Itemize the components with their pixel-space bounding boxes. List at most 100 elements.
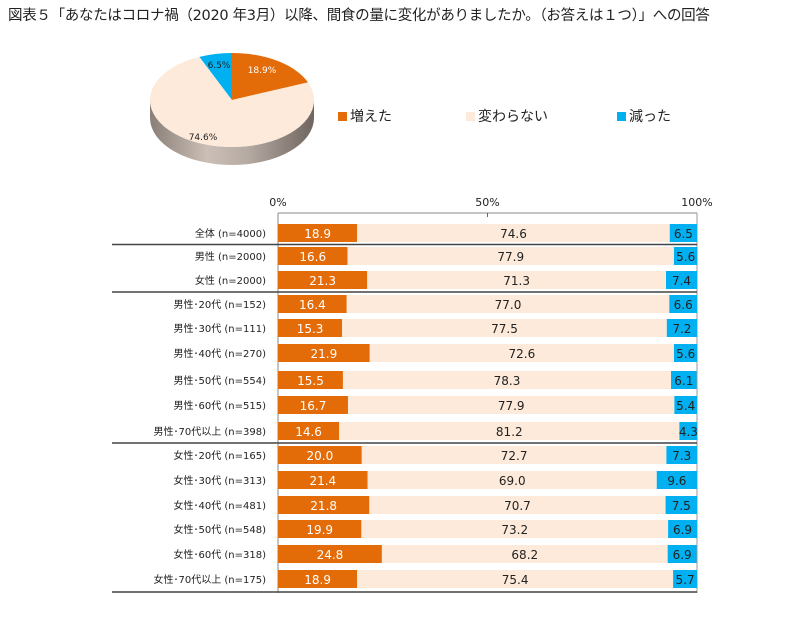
bar-value-label: 9.6 [667,474,686,488]
category-label: 全体 (n=4000) [195,227,266,240]
category-label: 女性･30代 (n=313) [173,474,266,487]
category-label: 女性･40代 (n=481) [173,499,266,512]
bar-value-label: 6.9 [673,523,692,537]
bar-segment [346,295,670,313]
bar-segment [673,344,698,362]
bar-segment [665,496,697,514]
legend-label-decreased: 減った [629,109,671,125]
bar-segment [347,396,675,414]
category-label: 男性･70代以上 (n=398) [153,425,266,438]
bar-segment [278,271,368,289]
bar-segment [278,496,370,514]
pie-side [150,100,314,165]
x-tick-label: 50% [475,196,499,209]
bar-value-label: 5.6 [676,250,695,264]
bar-value-label: 77.9 [498,399,525,413]
bar-value-label: 16.7 [300,399,327,413]
bar-value-label: 68.2 [511,548,538,562]
bar-value-label: 21.4 [309,474,336,488]
bar-segment [361,520,669,538]
category-label: 女性 (n=2000) [195,274,266,287]
bar-segment [278,295,347,313]
bar-segment [278,446,362,464]
pie-slice [232,53,309,100]
bar-segment [673,570,697,588]
pie-slice-label: 6.5% [208,61,231,71]
bar-segment [357,224,670,242]
bar-value-label: 72.7 [501,449,528,463]
bar-value-label: 18.9 [304,573,331,587]
bar-value-label: 73.2 [501,523,528,537]
bar-segment [278,520,362,538]
bar-value-label: 21.9 [311,347,338,361]
legend-swatch-decreased [617,111,626,121]
bar-value-label: 7.5 [672,499,691,513]
bar-value-label: 6.9 [673,548,692,562]
bar-value-label: 70.7 [504,499,531,513]
category-label: 男性･60代 (n=515) [173,399,266,412]
bar-chart: 0% 50% 100% 18.9 74.6 6.5 全体 (n=4000) 16.6 77.9 5… [112,196,713,593]
bar-segment [666,446,697,464]
bar-segment [278,422,340,440]
bar-segment [671,371,697,389]
bar-segment [673,247,698,265]
legend-label-unchanged: 変わらない [478,109,548,125]
bar-value-label: 5.6 [676,347,695,361]
legend-swatch-increased [338,111,347,121]
category-label: 女性･20代 (n=165) [173,449,266,462]
category-label: 男性･40代 (n=270) [173,347,266,360]
bar-value-label: 75.4 [502,573,529,587]
bar-value-label: 4.3 [679,425,698,439]
bar-value-label: 5.4 [676,399,695,413]
category-label: 女性･60代 (n=318) [173,548,266,561]
bar-segment [278,396,348,414]
legend-item-unchanged: 変わらない [466,106,548,126]
bar-segment [679,422,698,440]
bar-segment [278,319,343,337]
bar-segment [342,371,672,389]
bar-segment [357,570,674,588]
bar-value-label: 78.3 [494,374,521,388]
bar-value-label: 81.2 [496,425,523,439]
legend-label-increased: 増えた [350,109,392,125]
pie-slice [150,56,315,147]
bar-value-label: 77.5 [491,322,518,336]
bar-value-label: 6.5 [674,227,693,241]
bar-segment [367,271,666,289]
bar-segment [278,344,370,362]
bar-value-label: 19.9 [306,523,333,537]
bar-value-label: 24.8 [317,548,344,562]
pie-slice-label: 18.9% [248,66,277,76]
bar-segment [665,271,697,289]
pie-slice [199,53,232,100]
bar-segment [669,224,697,242]
bar-segment [339,422,680,440]
bar-segment [278,570,358,588]
bar-value-label: 6.1 [674,374,693,388]
bar-segment [667,545,697,563]
bar-value-label: 77.0 [495,298,522,312]
bar-segment [361,446,667,464]
legend-swatch-unchanged [466,111,475,121]
category-label: 男性 (n=2000) [195,250,266,263]
bar-segment [369,344,674,362]
bar-segment [278,471,368,489]
bar-value-label: 21.3 [309,274,336,288]
category-label: 女性･70代以上 (n=175) [153,573,266,586]
pie-slice-label: 74.6% [189,133,218,143]
bar-segment [369,496,666,514]
bar-value-label: 7.3 [672,449,691,463]
bar-segment [674,396,697,414]
bar-value-label: 16.6 [299,250,326,264]
bar-segment [278,247,348,265]
bar-value-label: 14.6 [295,425,322,439]
bar-value-label: 16.4 [299,298,326,312]
bar-segment [666,319,697,337]
bar-value-label: 5.7 [676,573,695,587]
bar-segment [669,295,697,313]
bar-value-label: 7.4 [672,274,691,288]
bar-segment [347,247,674,265]
bar-value-label: 72.6 [508,347,535,361]
bar-segment [381,545,668,563]
bar-value-label: 20.0 [307,449,334,463]
